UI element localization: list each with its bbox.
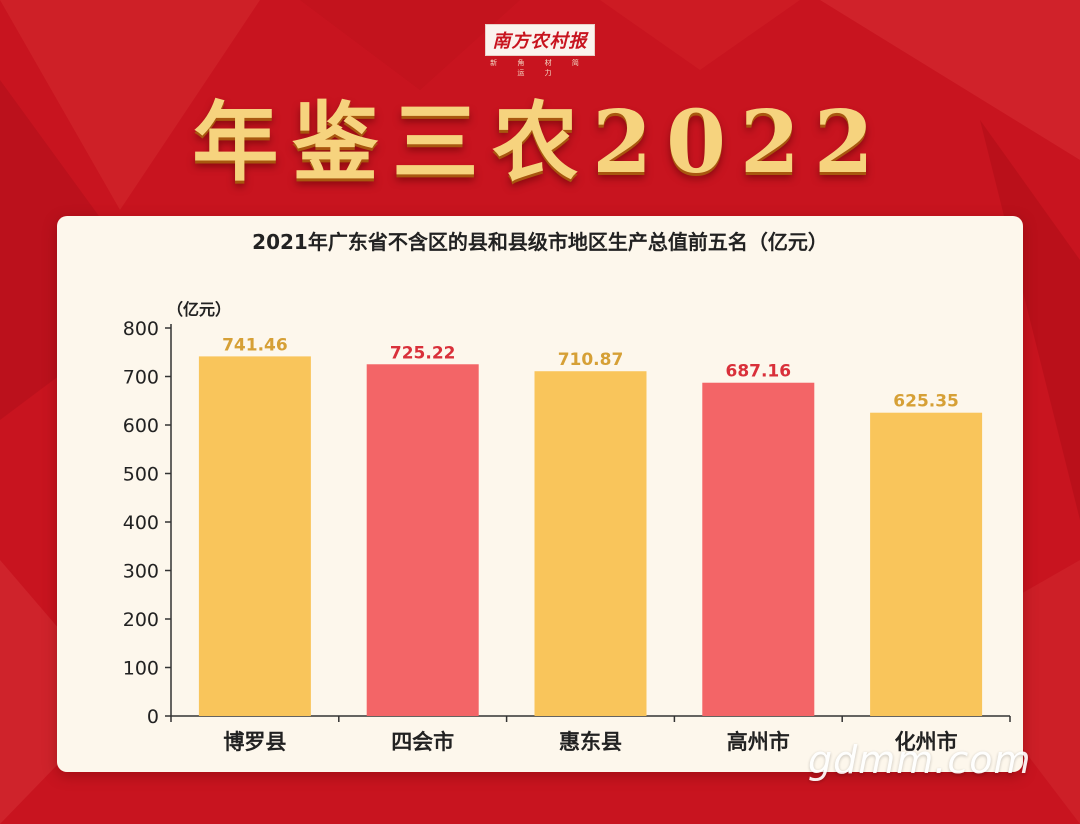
logo-text: 南方农村报 <box>492 31 588 52</box>
y-tick-label: 100 <box>123 658 159 680</box>
bar-value-label: 725.22 <box>390 343 456 363</box>
bar-2 <box>366 364 479 716</box>
bar-1 <box>198 356 311 716</box>
x-category-label: 化州市 <box>895 730 958 754</box>
y-tick-label: 500 <box>123 464 159 486</box>
bar-value-label: 710.87 <box>558 350 624 370</box>
chart-title: 2021年广东省不含区的县和县级市地区生产总值前五名（亿元） <box>252 230 828 254</box>
bar-3 <box>534 371 647 716</box>
bar-value-label: 687.16 <box>725 362 791 382</box>
x-category-label: 惠东县 <box>559 730 622 754</box>
bar-value-label: 741.46 <box>222 335 288 355</box>
logo-subtitle: 新 角 材 简 运 力 <box>490 59 588 77</box>
y-tick-label: 400 <box>123 512 159 534</box>
y-tick-label: 700 <box>123 367 159 389</box>
bar-5 <box>870 412 983 716</box>
y-axis-unit: （亿元） <box>167 300 232 319</box>
y-tick-label: 800 <box>123 318 159 340</box>
y-tick-label: 300 <box>123 561 159 583</box>
bar-value-label: 625.35 <box>893 392 959 412</box>
main-title: 年鉴三农2022 <box>192 92 888 193</box>
x-category-label: 四会市 <box>391 730 454 754</box>
y-tick-label: 0 <box>147 706 159 728</box>
bar-4 <box>702 382 815 716</box>
watermark: gdmm.com <box>808 738 1032 782</box>
x-category-label: 高州市 <box>727 730 790 754</box>
x-category-label: 博罗县 <box>223 730 286 754</box>
y-tick-label: 600 <box>123 415 159 437</box>
y-tick-label: 200 <box>123 609 159 631</box>
newspaper-logo: 南方农村报 <box>485 24 595 56</box>
